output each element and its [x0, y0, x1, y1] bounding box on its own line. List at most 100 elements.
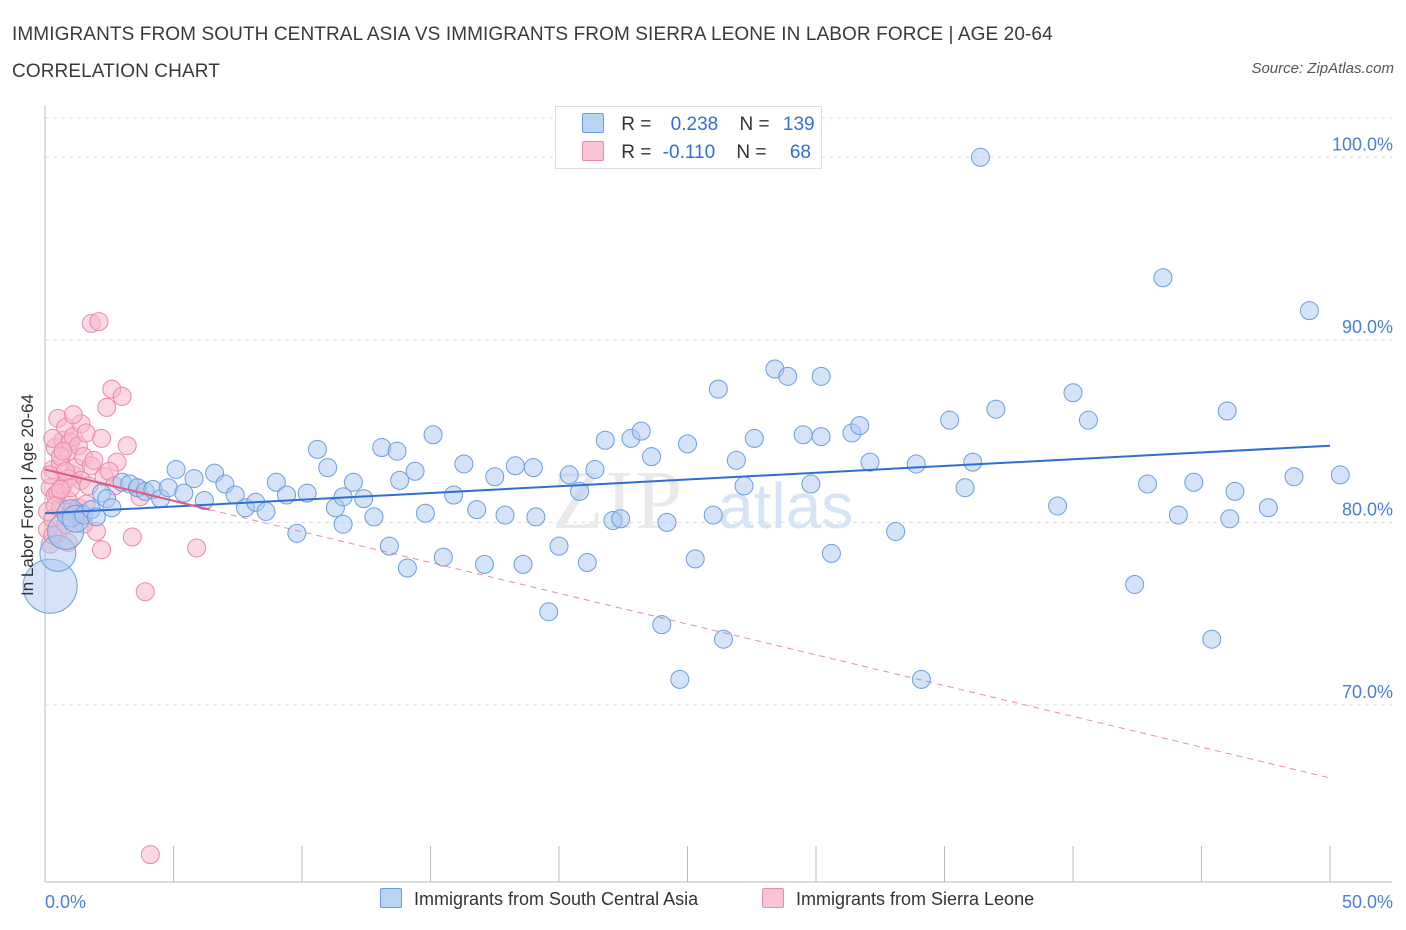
data-point-south-central-asia: [387, 441, 407, 461]
data-point-south-central-asia: [364, 507, 384, 527]
n-value: 68: [789, 142, 811, 163]
data-point-south-central-asia: [539, 602, 559, 622]
data-point-south-central-asia: [1202, 629, 1222, 649]
data-point-south-central-asia: [955, 478, 975, 498]
data-point-south-central-asia: [166, 459, 186, 479]
legend-label: Immigrants from South Central Asia: [414, 889, 699, 909]
data-point-south-central-asia: [1217, 401, 1237, 421]
r-label: R =: [621, 114, 652, 135]
data-point-south-central-asia: [670, 669, 690, 689]
data-point-south-central-asia: [266, 472, 286, 492]
trendline-south-central-asia: [44, 444, 1331, 515]
data-point-south-central-asia: [513, 554, 533, 574]
data-point-south-central-asia: [1330, 465, 1350, 485]
legend-item-south-central-asia[interactable]: Immigrants from South Central Asia: [380, 888, 698, 910]
data-point-south-central-asia: [390, 470, 410, 490]
source-label: Source: ZipAtlas.com: [1251, 60, 1394, 77]
data-point-south-central-asia: [1153, 268, 1173, 288]
data-point-south-central-asia: [505, 456, 525, 476]
data-point-south-central-asia: [102, 498, 122, 518]
r-value: -0.110: [662, 142, 716, 163]
data-point-sierra-leone: [89, 312, 109, 332]
data-point-south-central-asia: [906, 454, 926, 474]
r-label: R =: [621, 142, 652, 163]
r-value: 0.238: [670, 114, 719, 135]
data-point-south-central-asia: [611, 509, 631, 529]
data-point-south-central-asia: [1048, 496, 1068, 516]
data-point-sierra-leone: [97, 397, 117, 417]
data-point-south-central-asia: [963, 452, 983, 472]
data-point-south-central-asia: [713, 629, 733, 649]
data-point-south-central-asia: [526, 507, 546, 527]
data-point-south-central-asia: [318, 458, 338, 478]
x-tick-label-min: 0.0%: [45, 892, 86, 912]
data-point-south-central-asia: [287, 523, 307, 543]
data-point-sierra-leone: [84, 450, 104, 470]
data-point-south-central-asia: [986, 399, 1006, 419]
data-point-south-central-asia: [256, 501, 276, 521]
data-point-south-central-asia: [485, 467, 505, 487]
data-point-south-central-asia: [726, 450, 746, 470]
data-point-south-central-asia: [1220, 509, 1240, 529]
data-point-south-central-asia: [549, 536, 569, 556]
x-tick-label-max: 50.0%: [1342, 892, 1393, 912]
data-point-south-central-asia: [343, 472, 363, 492]
data-point-south-central-asia: [433, 547, 453, 567]
data-point-south-central-asia: [1258, 498, 1278, 518]
data-point-south-central-asia: [778, 366, 798, 386]
data-point-sierra-leone: [56, 461, 76, 481]
y-axis-title: In Labor Force | Age 20-64: [18, 394, 37, 596]
data-point-south-central-asia: [354, 489, 374, 509]
data-point-sierra-leone: [53, 441, 73, 461]
data-point-south-central-asia: [911, 669, 931, 689]
data-point-south-central-asia: [703, 505, 723, 525]
n-label: N =: [739, 114, 770, 135]
legend-row-blue: R = 0.238 N = 139: [582, 113, 815, 137]
data-point-south-central-asia: [685, 549, 705, 569]
data-point-south-central-asia: [397, 558, 417, 578]
data-point-sierra-leone: [117, 436, 137, 456]
data-point-sierra-leone: [122, 527, 142, 547]
data-point-south-central-asia: [184, 469, 204, 489]
n-label: N =: [736, 142, 767, 163]
data-point-south-central-asia: [734, 476, 754, 496]
data-point-south-central-asia: [405, 461, 425, 481]
data-point-sierra-leone: [92, 540, 112, 560]
data-point-south-central-asia: [708, 379, 728, 399]
chart-title: IMMIGRANTS FROM SOUTH CENTRAL ASIA VS IM…: [12, 24, 1053, 82]
data-point-south-central-asia: [585, 459, 605, 479]
data-point-south-central-asia: [570, 481, 590, 501]
data-point-south-central-asia: [333, 514, 353, 534]
legend-item-sierra-leone[interactable]: Immigrants from Sierra Leone: [762, 888, 1034, 910]
n-value: 139: [782, 114, 815, 135]
data-point-south-central-asia: [1284, 467, 1304, 487]
data-point-south-central-asia: [1184, 472, 1204, 492]
trendline-sierra-leone: [44, 468, 210, 511]
data-point-sierra-leone: [135, 582, 155, 602]
data-point-south-central-asia: [940, 410, 960, 430]
y-tick-label: 90.0%: [1342, 317, 1393, 337]
gridlines: [45, 117, 1392, 706]
data-point-south-central-asia: [850, 416, 870, 436]
data-point-sierra-leone: [50, 480, 70, 500]
data-point-south-central-asia: [307, 439, 327, 459]
data-point-south-central-asia: [657, 512, 677, 532]
data-point-south-central-asia: [860, 452, 880, 472]
data-point-south-central-asia: [174, 483, 194, 503]
data-point-south-central-asia: [523, 458, 543, 478]
data-point-south-central-asia: [595, 430, 615, 450]
data-point-south-central-asia: [1078, 410, 1098, 430]
data-point-south-central-asia: [652, 615, 672, 635]
data-point-south-central-asia: [631, 421, 651, 441]
data-point-south-central-asia: [1063, 383, 1083, 403]
data-point-sierra-leone: [187, 538, 207, 558]
data-point-south-central-asia: [559, 465, 579, 485]
blue-swatch: [380, 888, 402, 908]
axis-labels: 70.0% 80.0% 90.0% 100.0% 0.0% 50.0% In Labor F…: [18, 134, 1393, 912]
legend-label: Immigrants from Sierra Leone: [796, 889, 1035, 909]
data-point-south-central-asia: [811, 427, 831, 447]
data-point-sierra-leone: [112, 386, 132, 406]
data-point-south-central-asia: [811, 366, 831, 386]
data-point-south-central-asia: [642, 447, 662, 467]
series-legend: Immigrants from South Central Asia Immig…: [0, 888, 1406, 916]
